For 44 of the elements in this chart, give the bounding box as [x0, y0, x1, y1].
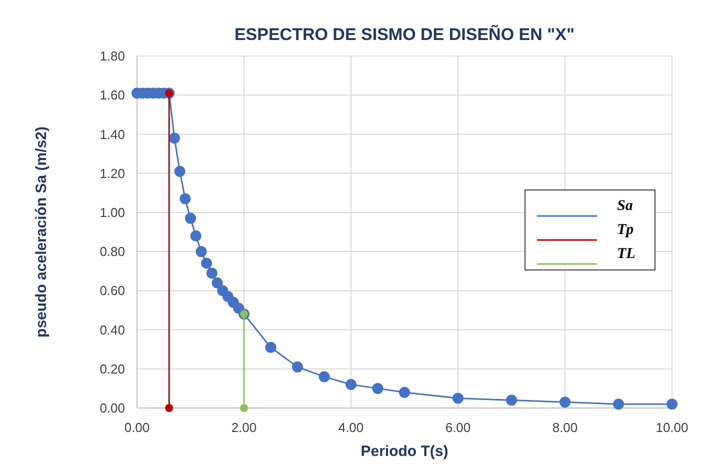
x-tick-label: 6.00	[445, 420, 471, 435]
point	[190, 230, 202, 242]
legend-label: Sa	[617, 198, 634, 214]
y-axis-title: pseudo aceleración Sa (m/s2)	[33, 126, 50, 338]
y-tick-label: 1.60	[100, 88, 125, 103]
x-tick-label: 2.00	[231, 420, 257, 435]
y-tick-label: 0.40	[100, 322, 125, 338]
point	[613, 398, 624, 410]
point	[666, 398, 678, 410]
point	[180, 193, 191, 204]
legend-label: TL	[617, 246, 636, 262]
y-tick-label: 0.80	[100, 244, 125, 260]
x-axis-title: Periodo T(s)	[360, 443, 448, 460]
point	[240, 404, 248, 412]
point	[196, 246, 207, 258]
point	[265, 342, 276, 353]
y-tick-label: 1.80	[100, 48, 125, 64]
point	[212, 277, 223, 288]
point	[292, 361, 303, 372]
point	[174, 166, 186, 177]
legend-label: Tp	[617, 222, 634, 238]
x-tick-label: 8.00	[552, 420, 578, 435]
y-tick-label: 0.00	[100, 400, 125, 416]
point	[452, 392, 464, 404]
y-tick-label: 0.60	[100, 283, 125, 298]
y-tick-label: 1.40	[100, 126, 125, 142]
point	[399, 386, 410, 398]
y-tick-label: 0.20	[100, 361, 125, 376]
point	[168, 132, 180, 144]
point	[346, 379, 356, 390]
point	[560, 396, 570, 408]
chart-title: ESPECTRO DE SISMO DE DISEÑO EN "X"	[234, 24, 575, 44]
y-tick-label: 1.20	[100, 166, 125, 181]
x-tick-label: 10.00	[656, 420, 688, 435]
point	[318, 371, 330, 382]
point	[206, 268, 218, 279]
point	[201, 258, 212, 269]
x-tick-label: 0.00	[124, 420, 150, 435]
point	[506, 394, 517, 406]
y-tick-label: 1.00	[100, 204, 125, 220]
point	[372, 382, 384, 394]
x-tick-label: 4.00	[338, 420, 364, 435]
point	[185, 212, 196, 224]
point	[165, 404, 174, 412]
